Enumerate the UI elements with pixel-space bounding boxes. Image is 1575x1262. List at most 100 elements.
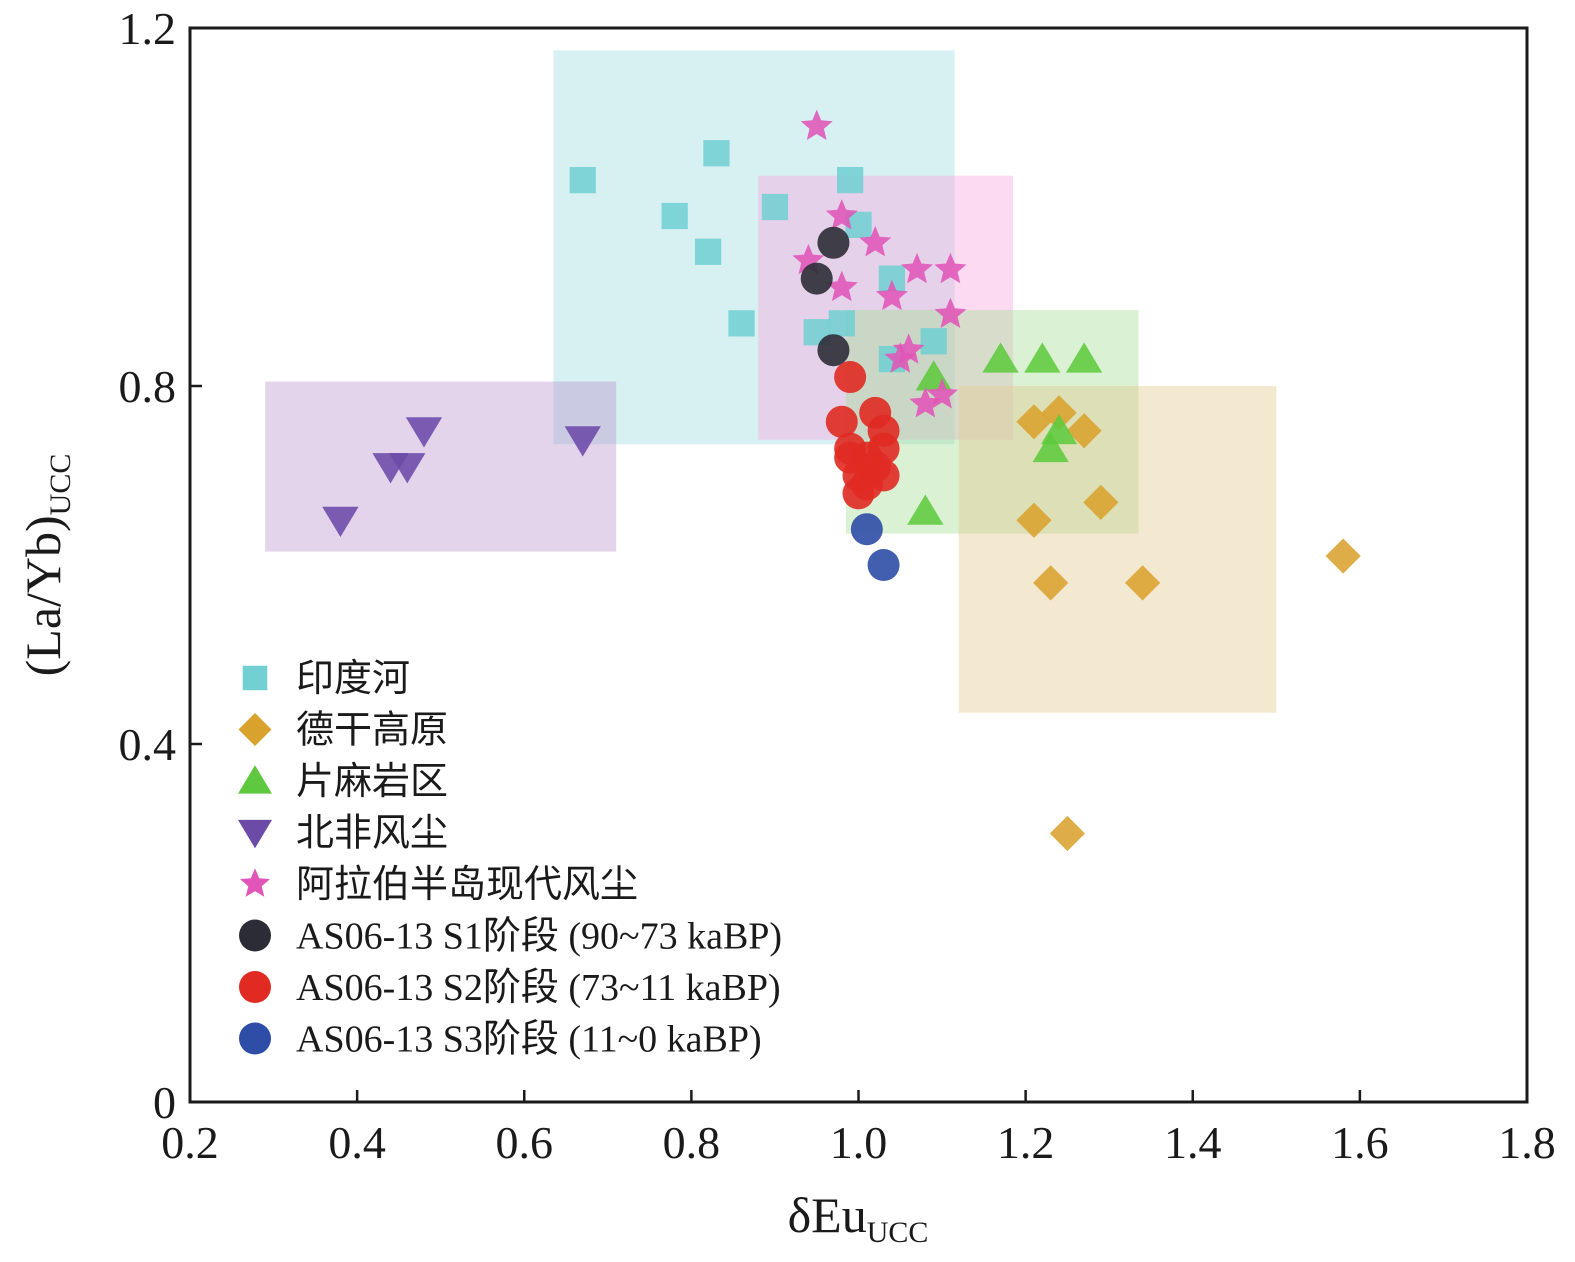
legend-item: 德干高原 xyxy=(238,710,448,752)
legend-label: 片麻岩区 xyxy=(296,761,448,803)
legend-item: 片麻岩区 xyxy=(237,761,448,803)
legend-marker xyxy=(237,765,273,794)
point-8-2 xyxy=(867,549,900,581)
point-3-7 xyxy=(907,494,944,525)
point-3-1 xyxy=(982,342,1019,373)
point-2-3 xyxy=(1066,413,1102,449)
series-series-5 xyxy=(792,109,967,418)
point-1-11 xyxy=(828,310,855,337)
y-axis-title: (La/Yb)UCC xyxy=(15,454,77,677)
point-7-13 xyxy=(842,477,875,510)
point-5-5 xyxy=(901,252,933,284)
point-1-5 xyxy=(761,193,789,221)
point-3-2 xyxy=(1024,342,1061,373)
region-box-1 xyxy=(553,50,955,445)
point-1-3 xyxy=(837,167,864,194)
legend-marker xyxy=(242,665,268,691)
legend-marker xyxy=(238,713,272,746)
point-1-2 xyxy=(703,140,730,167)
x-tick-label: 0.2 xyxy=(161,1117,219,1168)
point-5-7 xyxy=(825,270,858,302)
x-tick-label: 0.6 xyxy=(496,1117,554,1168)
point-2-4 xyxy=(1016,502,1052,538)
point-8-1 xyxy=(850,513,883,546)
point-6-2 xyxy=(800,262,833,295)
x-tick-label: 0.8 xyxy=(663,1117,721,1168)
data-points xyxy=(322,109,1361,852)
point-1-6 xyxy=(845,211,872,239)
series-as06-13-s2-73-11-kabp xyxy=(825,361,900,510)
point-1-9 xyxy=(728,310,755,337)
y-tick-label: 0.8 xyxy=(119,361,177,412)
x-tick-label: 1.0 xyxy=(830,1117,888,1168)
point-3-3 xyxy=(1065,342,1103,373)
legend-label: 德干高原 xyxy=(296,710,448,752)
point-4-5 xyxy=(564,426,601,457)
x-axis: 0.2 0.4 0.6 0.8 1.0 1.2 1.4 1.6 1.8 xyxy=(161,1090,1556,1168)
point-1-1 xyxy=(569,167,596,194)
x-tick-label: 1.2 xyxy=(997,1117,1055,1168)
legend-label: AS06-13 S2阶段 (73~11 kaBP) xyxy=(296,967,781,1009)
legend-label: 印度河 xyxy=(296,658,410,700)
legend-label: 北非风尘 xyxy=(296,813,448,855)
point-2-5 xyxy=(1083,484,1119,520)
x-tick-label: 0.4 xyxy=(328,1117,386,1168)
region-box-5 xyxy=(958,386,1277,713)
point-2-2 xyxy=(1041,395,1077,431)
point-5-11 xyxy=(884,342,917,373)
legend-marker xyxy=(237,819,273,849)
region-box-3 xyxy=(265,381,617,552)
series-series-4 xyxy=(322,417,601,538)
point-1-13 xyxy=(920,328,947,355)
x-tick-label: 1.4 xyxy=(1164,1117,1222,1168)
legend-marker xyxy=(239,1022,271,1055)
legend-item: AS06-13 S2阶段 (73~11 kaBP) xyxy=(239,967,781,1009)
series-series-2 xyxy=(1016,395,1361,852)
legend-item: 北非风尘 xyxy=(237,813,448,855)
legend-item: AS06-13 S3阶段 (11~0 kaBP) xyxy=(239,1019,762,1061)
point-1-4 xyxy=(661,202,688,230)
legend-marker xyxy=(240,868,270,897)
legend-label: AS06-13 S1阶段 (90~73 kaBP) xyxy=(296,916,782,958)
point-4-3 xyxy=(389,453,426,484)
point-5-9 xyxy=(934,297,967,328)
legend-marker xyxy=(239,971,271,1003)
y-tick-label: 1.2 xyxy=(119,3,177,54)
point-5-2 xyxy=(825,199,858,230)
point-4-1 xyxy=(322,506,359,538)
y-tick-label: 0.4 xyxy=(119,719,177,770)
legend-item: 阿拉伯半岛现代风尘 xyxy=(240,864,638,906)
point-5-13 xyxy=(909,387,942,418)
point-6-3 xyxy=(817,334,850,367)
y-tick-label: 0 xyxy=(153,1077,176,1128)
y-axis: 0 0.4 0.8 1.2 xyxy=(119,3,202,1128)
point-5-6 xyxy=(934,252,967,284)
point-2-7 xyxy=(1125,565,1161,601)
point-6-1 xyxy=(817,226,850,259)
point-1-7 xyxy=(694,238,722,265)
point-5-1 xyxy=(800,109,833,140)
legend-item: AS06-13 S1阶段 (90~73 kaBP) xyxy=(239,916,782,958)
legend-label: 阿拉伯半岛现代风尘 xyxy=(296,864,638,906)
source-region-boxes xyxy=(265,50,1277,713)
x-axis-title: δEuUCC xyxy=(788,1187,929,1249)
point-2-8 xyxy=(1325,538,1361,574)
legend-label: AS06-13 S3阶段 (11~0 kaBP) xyxy=(296,1019,762,1061)
series-as06-13-s1-90-73-kabp xyxy=(800,226,850,367)
point-2-9 xyxy=(1049,815,1086,852)
point-5-3 xyxy=(859,226,892,257)
series-as06-13-s3-11-0-kabp xyxy=(850,513,900,581)
legend-marker xyxy=(239,919,271,952)
point-4-4 xyxy=(405,417,443,448)
x-tick-label: 1.8 xyxy=(1498,1117,1556,1168)
legend-item: 印度河 xyxy=(242,658,410,700)
point-2-6 xyxy=(1033,565,1069,601)
point-5-8 xyxy=(875,279,908,311)
point-7-2 xyxy=(825,405,858,438)
point-7-1 xyxy=(834,361,867,394)
x-tick-label: 1.6 xyxy=(1331,1117,1389,1168)
point-1-8 xyxy=(878,265,906,292)
point-3-6 xyxy=(1032,431,1069,463)
